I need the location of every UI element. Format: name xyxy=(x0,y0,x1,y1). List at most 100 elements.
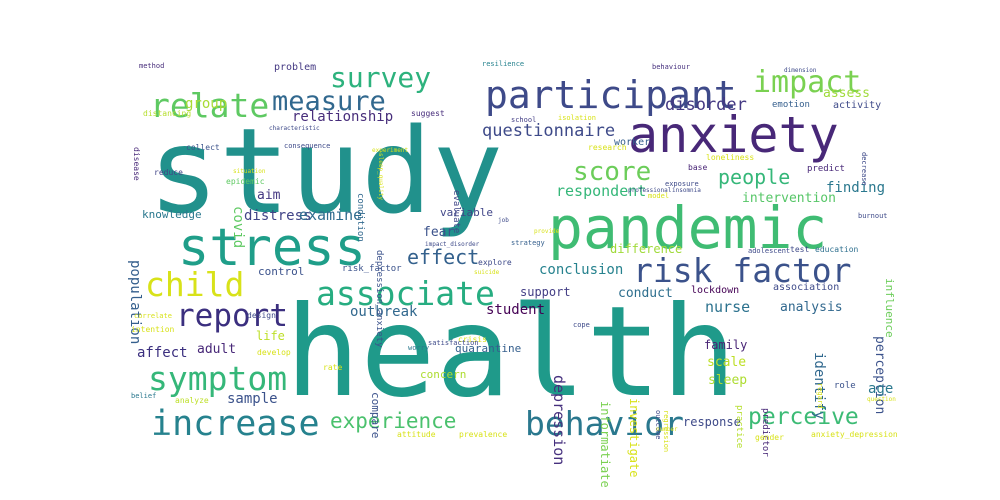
word-relate: relate xyxy=(150,86,269,125)
word-nurse: nurse xyxy=(705,298,750,316)
word-respondent: respondent xyxy=(556,182,646,200)
word-suggest: suggest xyxy=(411,109,445,118)
word-conduct: conduct xyxy=(618,286,673,301)
word-test: test xyxy=(790,245,809,254)
word-suicide: suicide xyxy=(474,269,500,276)
word-outbreak: outbreak xyxy=(350,304,418,320)
word-report: report xyxy=(176,298,288,334)
word-exposure: exposure xyxy=(665,180,699,188)
word-compare: compare xyxy=(369,392,382,438)
word-concern: concern xyxy=(420,368,466,381)
word-situation: situation xyxy=(233,168,266,175)
word-cope: cope xyxy=(573,321,590,329)
word-quarantine: quarantine xyxy=(455,342,521,355)
word-stress: stress xyxy=(178,218,366,278)
word-scale: scale xyxy=(707,355,746,370)
word-question: question xyxy=(867,396,896,403)
word-sample: sample xyxy=(227,391,278,407)
word-reduce: reduce xyxy=(154,168,183,177)
word-method: method xyxy=(139,62,164,70)
word-relationship: relationship xyxy=(292,109,393,125)
word-adolescent: adolescent xyxy=(748,247,790,255)
word-association: association xyxy=(773,282,839,293)
word-knowledge: knowledge xyxy=(142,208,202,221)
word-consequence: consequence xyxy=(284,142,330,150)
word-number: number xyxy=(656,426,678,433)
word-design: design xyxy=(247,311,276,320)
word-risk-factor: risk factor xyxy=(633,251,852,290)
word-attitude: attitude xyxy=(397,430,436,439)
word-intervention: intervention xyxy=(742,191,836,206)
word-correlate: correlate xyxy=(134,312,172,320)
word-characteristic: characteristic xyxy=(269,125,320,132)
word-base: base xyxy=(688,163,707,172)
word-student: student xyxy=(486,302,545,318)
word-distress: distress xyxy=(244,208,311,224)
word-develop: develop xyxy=(257,348,291,357)
word-strategy: strategy xyxy=(511,239,545,247)
word-sleep-quality: sleep_quality xyxy=(377,153,384,200)
word-experiment: experiment xyxy=(372,147,409,154)
word-behaviour: behaviour xyxy=(652,63,690,71)
word-collect: collect xyxy=(186,143,220,152)
word-sleep: sleep xyxy=(708,373,747,388)
word-influence: influence xyxy=(883,278,896,338)
word-anxiety-depression: anxiety_depression xyxy=(811,430,898,439)
word-examine: examine xyxy=(299,206,362,224)
word-job: job xyxy=(498,217,509,224)
word-associate: associate xyxy=(316,274,495,313)
word-informatiate: informatiate xyxy=(598,401,612,488)
word-study: study xyxy=(148,102,503,240)
word-fear: fear xyxy=(423,225,454,240)
word-belief: belief xyxy=(131,392,156,400)
word-survey: survey xyxy=(330,61,431,94)
word-people: people xyxy=(718,165,790,189)
word-predictor: predictor xyxy=(760,408,770,457)
word-pandemic: pandemic xyxy=(548,194,827,262)
word-resilience: resilience xyxy=(482,60,524,68)
word-life: life xyxy=(256,329,285,343)
word-aim: aim xyxy=(257,188,281,203)
word-perception: perception xyxy=(872,336,887,414)
word-rate: rate xyxy=(323,363,342,372)
word-health: health xyxy=(285,280,737,425)
word-control: control xyxy=(258,265,304,278)
word-loneliness: loneliness xyxy=(706,153,754,162)
word-explore: explore xyxy=(478,258,512,267)
word-support: support xyxy=(520,285,571,299)
word-analysis: analysis xyxy=(780,300,843,315)
word-lockdown: lockdown xyxy=(691,285,739,296)
word-disorder: disorder xyxy=(665,95,747,115)
word-distancing: distancing xyxy=(143,109,191,118)
word-anxiety: anxiety xyxy=(628,106,839,164)
word-professional: professional xyxy=(628,187,672,194)
word-model: model xyxy=(648,192,669,200)
word-perceive: perceive xyxy=(748,404,859,430)
word-school: school xyxy=(511,116,536,124)
word-identify: identify xyxy=(811,352,827,419)
word-impact-disorder: impact_disorder xyxy=(425,241,480,248)
word-measure: measure xyxy=(272,86,386,117)
word-regression: regression xyxy=(662,410,670,452)
word-variable: variable xyxy=(440,206,493,219)
word-group: group xyxy=(185,96,227,112)
word-score: score xyxy=(573,157,651,187)
word-family: family xyxy=(704,338,747,352)
word-emotion: emotion xyxy=(772,100,810,110)
word-evaluate: evaluate xyxy=(451,190,461,233)
word-satisfaction: satisfaction xyxy=(428,339,479,347)
word-covid: covid xyxy=(230,206,246,248)
word-provide: provide xyxy=(534,228,560,235)
word-age: age xyxy=(868,381,893,397)
word-affect: affect xyxy=(137,345,188,361)
word-role: role xyxy=(834,381,856,391)
word-questionnaire: questionnaire xyxy=(482,121,615,141)
word-prevalence: prevalence xyxy=(459,430,507,439)
word-research: research xyxy=(588,143,627,152)
word-behavior: behavior xyxy=(525,404,684,443)
word-experience: experience xyxy=(330,409,456,433)
word-increase: increase xyxy=(151,404,320,444)
word-depression: depression xyxy=(550,375,568,465)
word-participant: participant xyxy=(485,73,737,117)
